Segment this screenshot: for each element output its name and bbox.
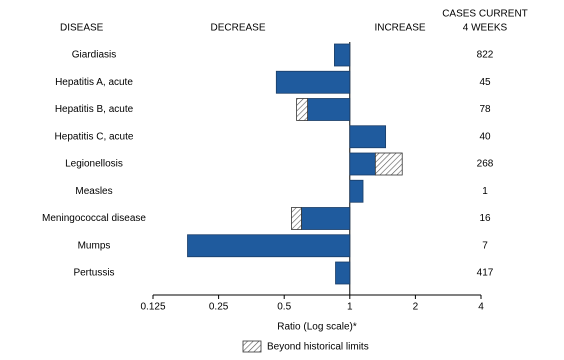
x-tick-label: 0.125 (140, 302, 165, 313)
cases-value: 78 (479, 104, 491, 115)
header-decrease: DECREASE (210, 23, 265, 34)
x-tick-label: 4 (478, 302, 484, 313)
cases-value: 7 (482, 240, 488, 251)
bar (334, 43, 351, 67)
x-axis-title: Ratio (Log scale)* (277, 322, 357, 333)
cases-value: 268 (477, 159, 494, 170)
bar-beyond-limits (296, 98, 308, 121)
bar (349, 179, 364, 203)
bar-beyond-limits (374, 152, 403, 176)
cases-value: 45 (479, 77, 491, 88)
disease-label: Legionellosis (65, 159, 123, 170)
cases-value: 822 (477, 50, 494, 61)
header-cases: 4 WEEKS (463, 23, 508, 34)
header-cases: CASES CURRENT (442, 9, 528, 20)
bar (335, 261, 351, 285)
disease-label: Measles (75, 186, 112, 197)
cases-value: 417 (477, 268, 494, 279)
disease-label: Giardiasis (72, 50, 116, 61)
disease-label: Mumps (78, 240, 111, 251)
disease-label: Hepatitis B, acute (55, 104, 134, 115)
x-tick-label: 0.25 (209, 302, 229, 313)
x-tick-label: 2 (413, 302, 419, 313)
bar (301, 207, 351, 230)
bar (349, 152, 376, 176)
bar (275, 70, 351, 94)
header-disease: DISEASE (60, 23, 104, 34)
bar-beyond-limits (291, 207, 302, 230)
cases-value: 40 (479, 131, 491, 142)
cases-value: 1 (482, 186, 488, 197)
bar (187, 234, 351, 258)
disease-label: Pertussis (73, 268, 114, 279)
legend-swatch (242, 340, 262, 353)
disease-label: Hepatitis A, acute (55, 77, 133, 88)
header-increase: INCREASE (374, 23, 425, 34)
x-tick-label: 0.5 (277, 302, 291, 313)
cases-value: 16 (479, 213, 491, 224)
disease-label: Meningococcal disease (42, 213, 146, 224)
bar (349, 125, 387, 149)
x-tick-label: 1 (347, 302, 353, 313)
bar (307, 98, 351, 121)
disease-label: Hepatitis C, acute (55, 131, 134, 142)
legend-label: Beyond historical limits (267, 342, 369, 353)
